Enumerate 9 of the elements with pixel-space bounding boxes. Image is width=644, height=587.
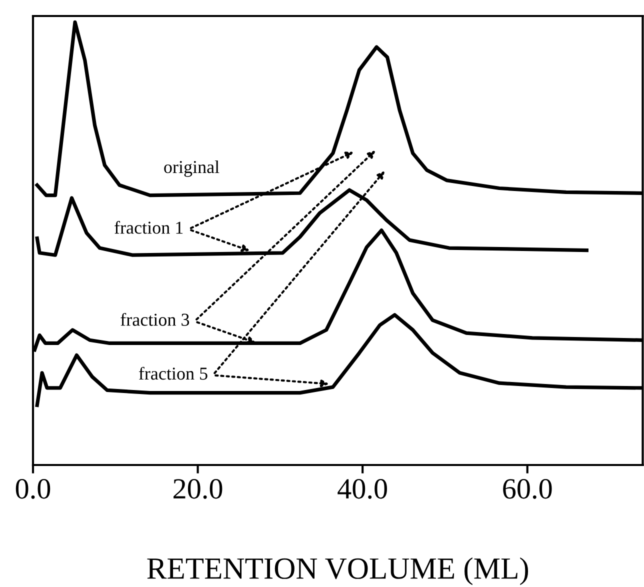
series-label: original	[164, 160, 220, 177]
x-tick-label: 20.0	[174, 479, 222, 499]
x-tick-label: 60.0	[503, 479, 552, 499]
series-label: fraction 1	[114, 220, 183, 234]
x-tick-label: 0.0	[16, 479, 50, 499]
series-label: fraction 3	[120, 312, 190, 326]
series-label: fraction 5	[138, 366, 208, 380]
x-tick-label: 40.0	[338, 479, 387, 499]
x-axis-title: RETENTION VOLUME (ML)	[147, 557, 528, 586]
